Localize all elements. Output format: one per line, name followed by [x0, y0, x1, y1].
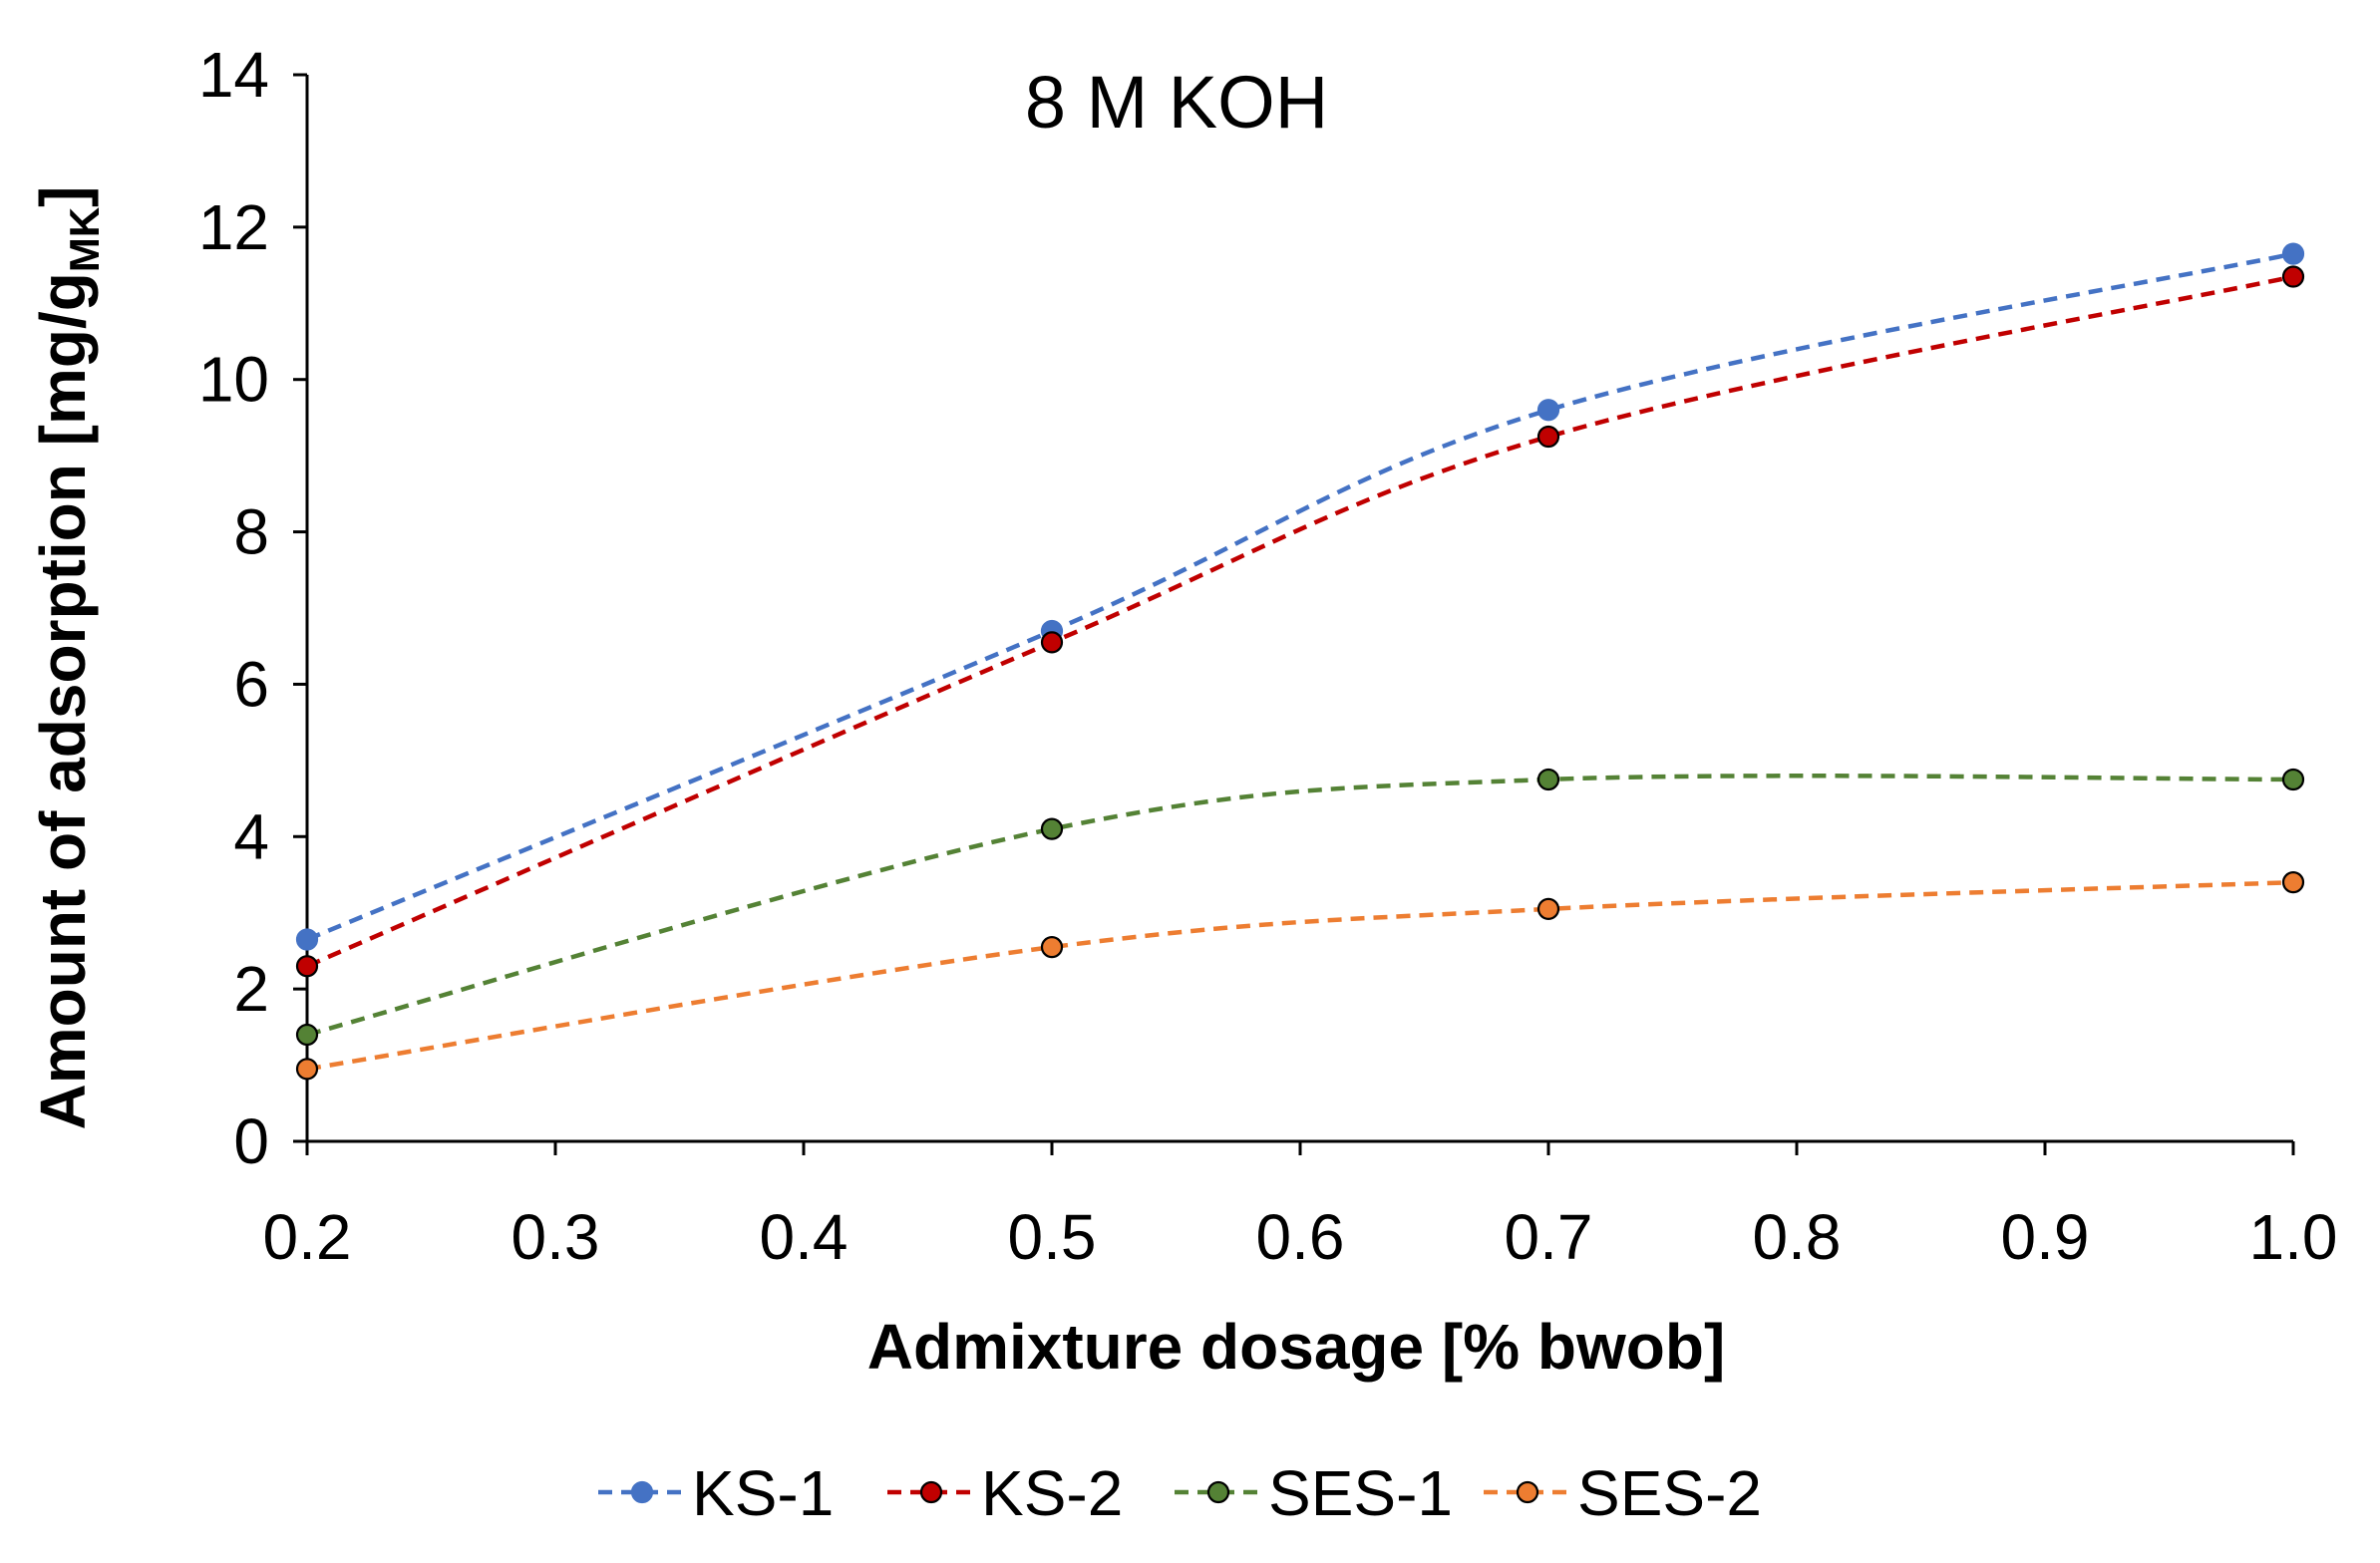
x-axis-title: Admixture dosage [% bwob]: [867, 1311, 1726, 1383]
x-tick-label: 0.2: [263, 1201, 352, 1273]
legend-label-ks-2: KS-2: [981, 1457, 1123, 1529]
x-tick-label: 1.0: [2249, 1201, 2338, 1273]
legend-marker-ks-2: [919, 1480, 943, 1504]
x-tick-label: 0.9: [2001, 1201, 2090, 1273]
series-line-ses-1: [306, 774, 2294, 1038]
series-line-ses-2: [306, 879, 2294, 1072]
y-tick-label: 14: [198, 39, 269, 111]
legend-marker-ks-1: [630, 1480, 654, 1504]
y-tick-label: 4: [233, 800, 269, 872]
x-tick-label: 0.8: [1753, 1201, 1842, 1273]
x-tick-label: 0.5: [1008, 1201, 1097, 1273]
data-point-ses-2: [1536, 897, 1560, 920]
data-point-ses-2: [2281, 871, 2305, 894]
y-tick-label: 2: [233, 953, 269, 1025]
y-tick-label: 10: [198, 344, 269, 416]
legend: KS-1 KS-2 SES-1 SES-2: [598, 1457, 1762, 1529]
data-point-ks-2: [295, 955, 319, 978]
y-axis-title-main: Amount of adsorption [mg/g: [27, 272, 99, 1129]
data-point-ks-2: [1040, 631, 1064, 654]
y-tick-label: 12: [198, 191, 269, 263]
y-axis-title-end: ]: [27, 186, 99, 207]
y-tick-label: 0: [233, 1105, 269, 1177]
legend-label-ses-1: SES-1: [1268, 1457, 1453, 1529]
x-tick-label: 0.7: [1505, 1201, 1593, 1273]
x-tick-label: 0.4: [760, 1201, 849, 1273]
legend-marker-ses-1: [1206, 1480, 1230, 1504]
y-tick-label: 6: [233, 648, 269, 720]
data-point-ses-1: [2281, 768, 2305, 791]
data-point-ses-1: [295, 1023, 319, 1047]
data-point-ks-2: [1536, 425, 1560, 449]
data-point-ses-1: [1040, 817, 1064, 840]
data-point-ks-1: [295, 928, 319, 951]
data-point-ses-2: [295, 1058, 319, 1081]
series-line-ks-2: [306, 274, 2294, 969]
y-axis-title: Amount of adsorption [mg/gMK]: [27, 186, 108, 1130]
x-tick-label: 0.3: [511, 1201, 600, 1273]
data-point-ks-1: [2281, 242, 2305, 265]
legend-label-ses-2: SES-2: [1577, 1457, 1762, 1529]
data-point-ses-1: [1536, 768, 1560, 791]
data-point-ses-2: [1040, 936, 1064, 959]
legend-marker-ses-2: [1516, 1480, 1539, 1504]
chart-title: 8 M KOH: [1025, 61, 1328, 144]
data-point-ks-2: [2281, 265, 2305, 288]
legend-label-ks-1: KS-1: [692, 1457, 834, 1529]
plot-area: 0.2 0.3 0.4 0.5 0.6 0.7 0.8 0.9 1.0 0 2 4 6 8 10 12 14: [198, 39, 2338, 1273]
data-point-ks-1: [1536, 399, 1560, 422]
x-tick-label: 0.6: [1256, 1201, 1345, 1273]
y-tick-label: 8: [233, 496, 269, 568]
y-axis-title-subscript: MK: [61, 207, 108, 272]
